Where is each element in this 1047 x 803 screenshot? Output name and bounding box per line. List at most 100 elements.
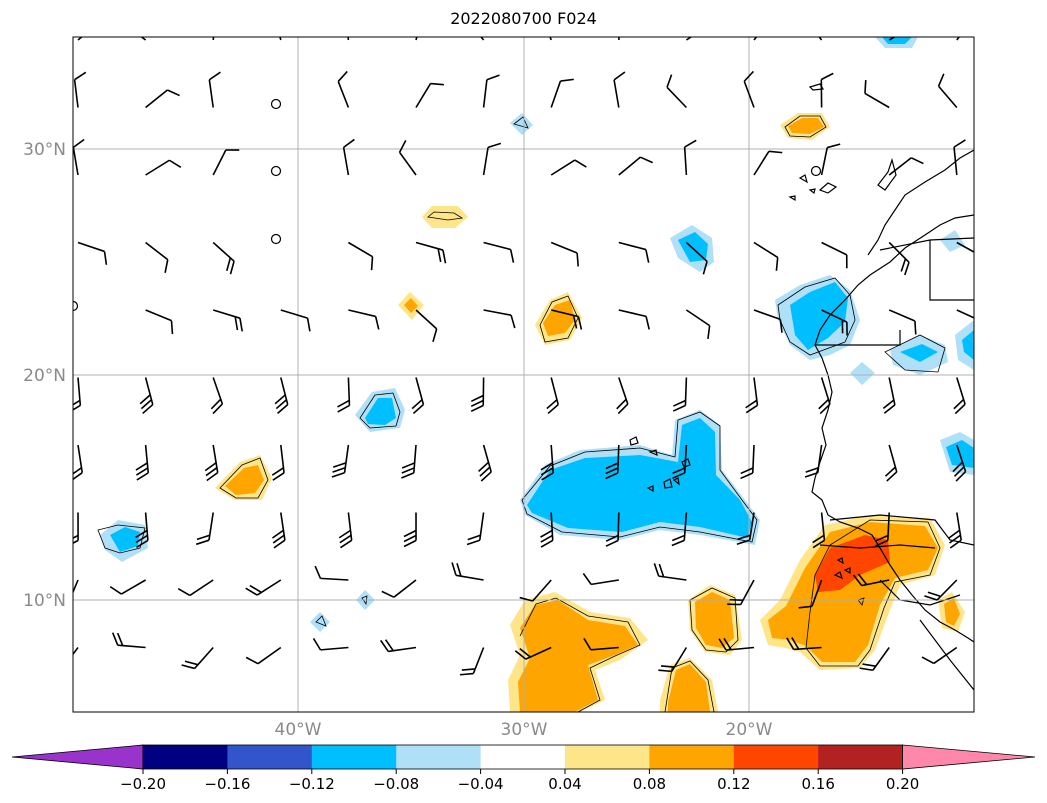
calm-circle: [810, 165, 822, 177]
map-title: 2022080700 F024: [450, 9, 597, 28]
barb-flag: [775, 257, 779, 271]
contour-line: [521, 411, 758, 543]
wind-barb: [280, 309, 311, 332]
wind-barb: [540, 37, 552, 41]
wind-barb: [73, 444, 84, 482]
wind-barb: [271, 512, 286, 549]
barb-flag: [73, 138, 85, 149]
barb-flag: [660, 665, 675, 668]
contour-line: [513, 116, 529, 129]
barb-shaft: [933, 646, 958, 665]
barb-flag: [343, 138, 355, 149]
colorbar-frame: [142, 744, 903, 770]
map-frame: [72, 36, 975, 713]
wind-barb: [271, 444, 285, 481]
contour-blob: [422, 206, 468, 228]
wind-barb: [618, 37, 622, 41]
barb-flag: [103, 251, 108, 265]
barb-flag: [205, 467, 218, 477]
colorbar-tick-label: 0.12: [717, 775, 750, 793]
wind-barb: [672, 444, 688, 479]
barb-flag: [135, 467, 149, 476]
contour-blob: [900, 344, 938, 362]
wind-barb: [314, 565, 349, 581]
wind-barb: [924, 579, 958, 601]
contour-line: [784, 115, 827, 138]
wind-barb: [753, 150, 783, 176]
barb-shaft: [888, 157, 912, 176]
barb-flag: [800, 6, 813, 18]
barb-flag: [718, 638, 727, 651]
wind-barb: [921, 646, 958, 665]
barb-flag: [234, 316, 239, 331]
wind-barb: [483, 309, 516, 329]
barb-flag: [275, 399, 288, 410]
barb-flag: [412, 403, 424, 415]
wind-barb: [613, 71, 626, 108]
barb-flag: [136, 472, 149, 481]
barb-shaft: [550, 80, 562, 108]
barb-flag: [583, 637, 592, 651]
barb-flag: [658, 669, 672, 673]
barb-flag: [702, 261, 708, 275]
barb-flag: [306, 317, 311, 332]
barb-flag: [671, 534, 685, 542]
barb-flag: [210, 398, 222, 410]
barb-flag: [605, 462, 619, 470]
barb-flag: [430, 82, 444, 86]
wind-barb: [312, 638, 349, 651]
barb-shaft: [280, 309, 308, 319]
colorbar-segment: [227, 745, 313, 769]
barb-flag: [272, 4, 285, 13]
barb-flag: [862, 663, 876, 667]
barb-flag: [955, 471, 967, 482]
wind-barb: [956, 241, 974, 257]
wind-barb: [482, 142, 502, 176]
wind-barb: [616, 377, 629, 415]
barb-flag: [142, 403, 154, 415]
wind-barb: [888, 37, 914, 41]
barb-flag: [337, 70, 348, 82]
wind-barb: [466, 512, 485, 546]
colorbar-tick-label: −0.04: [458, 775, 504, 793]
colorbar-tick-label: 0.20: [886, 775, 919, 793]
barb-flag: [723, 637, 732, 651]
barb-shaft: [483, 309, 512, 316]
barb-flag: [771, 13, 784, 25]
barb-flag: [370, 256, 374, 271]
barb-flag: [423, 7, 436, 16]
barb-flag: [540, 462, 553, 471]
border: [815, 330, 901, 346]
barb-flag: [672, 472, 686, 479]
barb-flag: [314, 565, 322, 579]
barb-flag: [184, 660, 199, 666]
wind-barb: [139, 377, 154, 415]
barb-flag: [403, 534, 417, 543]
barb-flag: [135, 462, 148, 471]
barb-flag: [177, 588, 191, 597]
border: [819, 544, 936, 549]
barb-flag: [841, 319, 844, 334]
wind-barb: [337, 377, 351, 413]
contour-blob: [225, 465, 264, 495]
barb-shaft: [320, 577, 349, 581]
barb-flag: [403, 529, 417, 538]
barb-flag: [845, 254, 848, 269]
barb-flag: [640, 156, 653, 164]
barb-flag: [271, 529, 284, 539]
coastline-africa: [811, 214, 974, 643]
barb-shaft: [888, 37, 914, 41]
barb-flag: [671, 539, 685, 547]
wind-barb: [135, 512, 149, 549]
barb-flag: [459, 672, 474, 676]
barb-flag: [73, 472, 83, 482]
wind-barb: [798, 579, 823, 609]
bissagos-islands: [833, 557, 851, 580]
contour-blob: [882, 37, 912, 44]
barb-shaft: [666, 86, 687, 109]
wind-barb: [683, 139, 697, 176]
barb-flag: [745, 399, 758, 409]
barb-flag: [653, 563, 660, 577]
barb-flag: [272, 534, 285, 544]
barb-shaft: [320, 646, 349, 651]
